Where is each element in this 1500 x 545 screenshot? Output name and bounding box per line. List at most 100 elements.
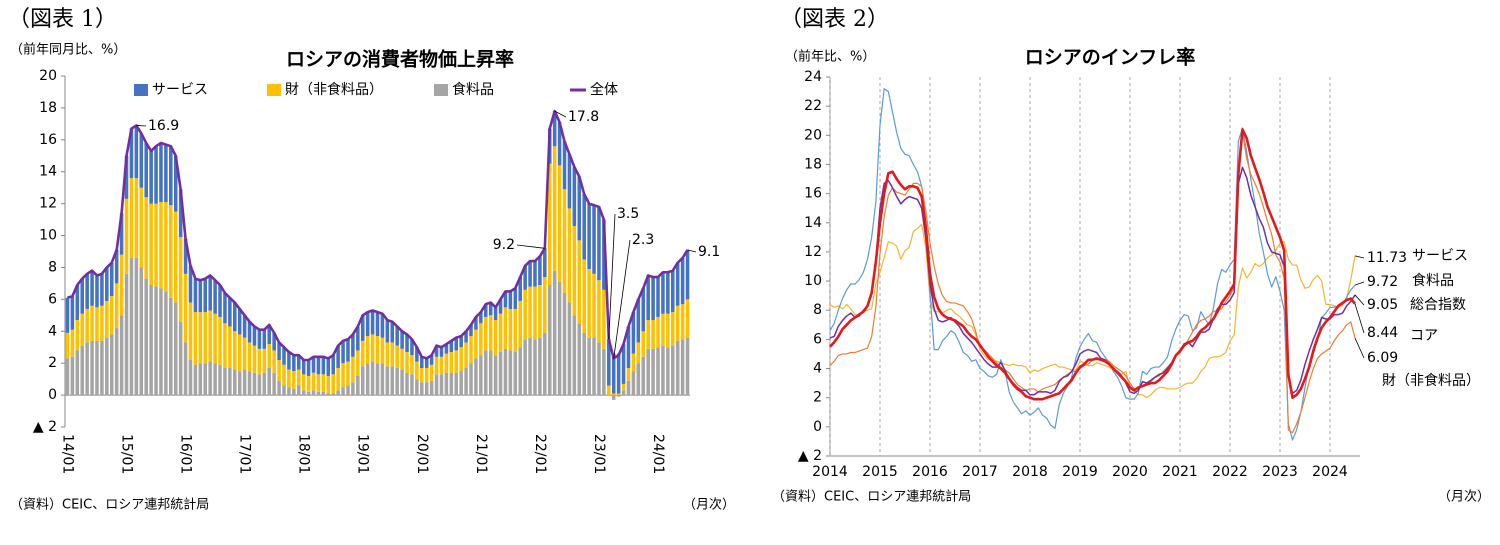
bar-segment [616,393,621,396]
x-tick-label: 2018 [1012,464,1048,480]
bar-segment [105,337,109,396]
bar-segment [237,334,242,372]
end-name-label: 総合指数 [1410,297,1466,313]
bar-segment [173,302,178,396]
bar-segment [326,358,331,376]
bar-segment [223,367,227,396]
bar-segment [109,262,114,297]
data-label: 17.8 [568,109,599,125]
bar-segment [95,340,99,396]
bar-segment [228,367,232,396]
bar-segment [483,304,488,317]
bar-segment [85,273,89,309]
bar-segment [439,347,444,357]
bar-segment [552,270,557,396]
bar-segment [479,323,483,356]
bar-segment [543,248,547,278]
bar-segment [218,316,222,365]
end-name-label: 財（非食料品） [1382,372,1480,389]
bar-segment [474,329,478,359]
bar-segment [577,240,582,324]
y-tick-label: 0 [813,419,822,435]
bar-segment [311,372,316,391]
y-tick-label: 16 [804,186,822,202]
x-tick-label: 22/01 [532,434,548,474]
bar-segment [159,143,163,203]
bar-segment [292,355,296,372]
bar-segment [543,277,547,333]
bar-segment [474,358,478,396]
bar-segment [513,308,518,353]
bar-segment [434,374,439,396]
panel-label: （図表 1） [8,7,117,32]
bar-segment [100,340,104,396]
bar-segment [203,363,208,396]
bar-segment [193,312,198,365]
x-tick-label: 24/01 [650,434,666,474]
bar-segment [252,372,257,396]
bar-segment [582,194,586,260]
bar-segment [685,337,690,396]
x-tick-label: 2021 [1162,464,1198,480]
bar-segment [380,363,385,396]
series-line [829,223,1356,399]
bar-segment [567,208,572,303]
bar-segment [597,280,601,343]
bar-segment [661,313,665,346]
x-tick-label: 2024 [1312,464,1348,480]
bar-segment [680,339,685,396]
bar-segment [656,347,660,396]
bar-segment [272,372,276,396]
x-tick-label: 2020 [1112,464,1148,480]
bar-segment [582,259,586,333]
y-tick-label: 4 [813,361,822,377]
bar-segment [356,375,360,396]
bar-segment [242,315,247,338]
label-leader [1354,281,1365,286]
bar-segment [119,213,124,255]
x-axis-label: （月次） [1438,489,1490,505]
bar-segment [602,289,606,349]
bar-segment [247,371,252,396]
bar-segment [518,347,522,396]
bar-segment [70,329,75,357]
bar-segment [444,353,449,373]
bar-segment [193,278,198,313]
bar-segment [114,328,119,396]
legend-swatch [267,84,281,96]
x-tick-label: 2015 [862,464,898,480]
bar-segment [149,203,153,286]
bar-segment [488,315,493,351]
bar-segment [528,261,532,287]
bar-segment [164,202,168,292]
bar-segment [164,144,168,203]
bar-segment [80,313,84,346]
bar-segment [301,359,306,375]
bar-segment [287,387,291,396]
bar-segment [557,122,562,166]
bar-segment [183,342,188,396]
bar-segment [144,278,148,396]
bar-segment [282,364,286,386]
bar-segment [321,356,326,375]
bar-segment [429,380,434,396]
bar-segment [321,391,326,396]
bar-segment [656,316,660,348]
bar-segment [134,125,139,179]
bar-segment [513,288,518,309]
bar-segment [636,342,641,364]
bar-segment [533,261,537,287]
bar-segment [646,275,650,321]
bar-segment [685,299,690,338]
bar-segment [360,366,365,396]
bar-segment [621,344,626,384]
bar-segment [547,163,552,286]
bar-segment [439,356,444,375]
bar-segment [528,337,532,396]
y-tick-label: 12 [804,244,822,260]
bar-segment [178,189,183,238]
bar-segment [621,390,626,396]
bar-segment [316,356,321,375]
bar-segment [420,356,424,368]
